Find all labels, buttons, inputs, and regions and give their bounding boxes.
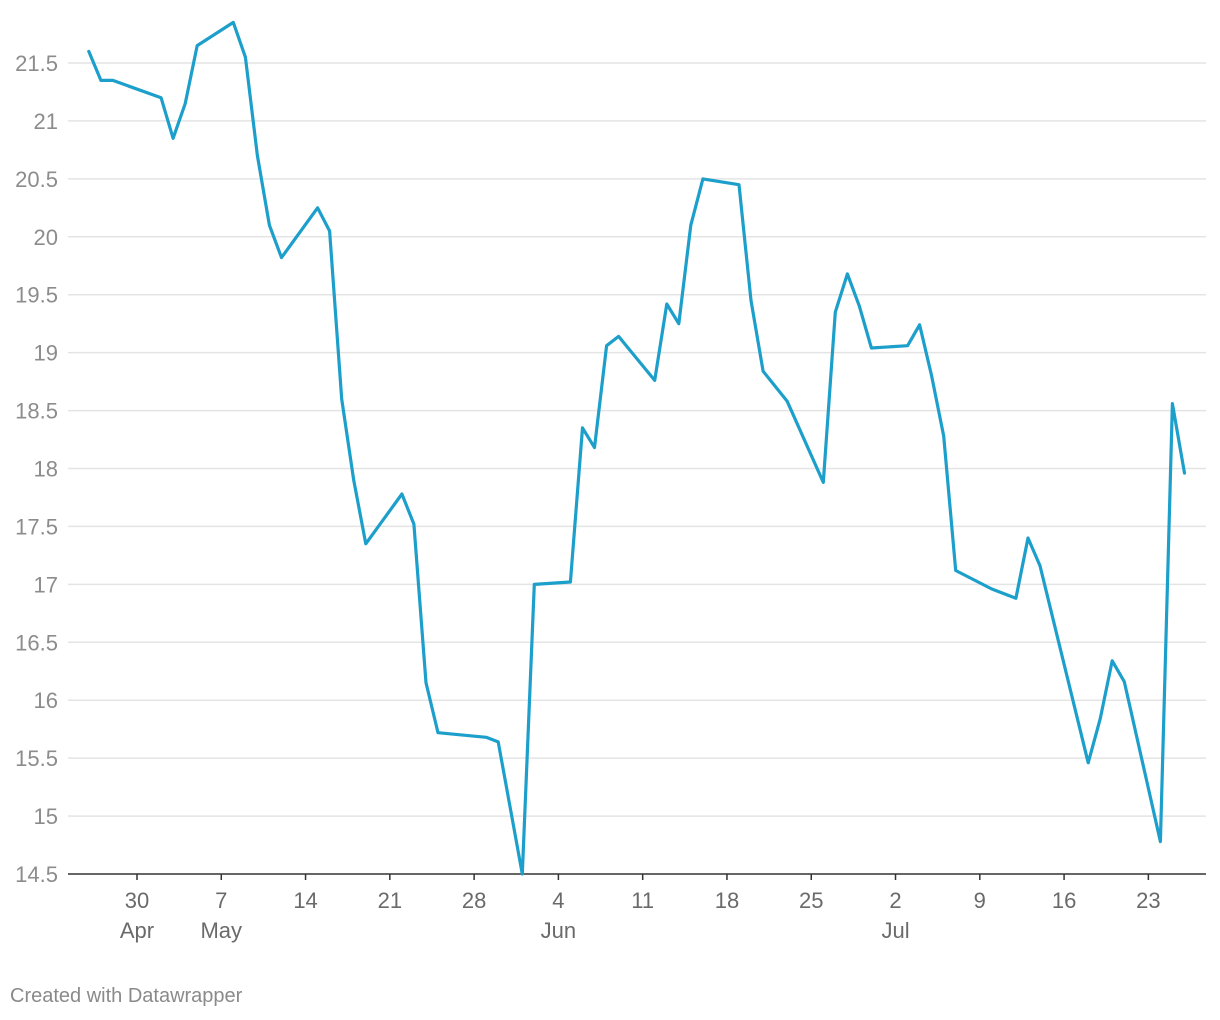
y-tick-label: 18 (34, 457, 58, 482)
y-tick-label: 16.5 (15, 630, 58, 655)
x-tick-label: 28 (462, 888, 486, 913)
x-tick-label: 30 (125, 888, 149, 913)
x-tick-label: 21 (378, 888, 402, 913)
y-tick-label: 21 (34, 109, 58, 134)
y-tick-label: 20 (34, 225, 58, 250)
x-tick-label: 18 (715, 888, 739, 913)
x-month-label: May (200, 918, 242, 943)
x-tick-label: 23 (1136, 888, 1160, 913)
y-tick-label: 18.5 (15, 399, 58, 424)
y-tick-label: 21.5 (15, 51, 58, 76)
x-axis-ticks: 30 Apr 7 May 14 21 28 4 Jun 11 18 25 2 Jul 9 16 23 (120, 874, 1161, 943)
x-tick-label: 2 (889, 888, 901, 913)
y-tick-label: 15 (34, 804, 58, 829)
x-tick-label: 4 (552, 888, 564, 913)
y-axis-ticks: 14.5 15 15.5 16 16.5 17 17.5 18 18.5 19 19.5 20 20.5… (15, 51, 58, 887)
y-tick-label: 19.5 (15, 283, 58, 308)
x-tick-label: 7 (215, 888, 227, 913)
x-tick-label: 11 (631, 888, 654, 913)
gridlines (68, 62, 1206, 875)
x-tick-label: 9 (974, 888, 986, 913)
y-tick-label: 15.5 (15, 746, 58, 771)
y-tick-label: 20.5 (15, 167, 58, 192)
series-layer (87, 20, 1187, 876)
x-month-label: Jun (541, 918, 576, 943)
y-tick-label: 17 (34, 572, 58, 597)
y-tick-label: 17.5 (15, 514, 58, 539)
y-tick-label: 14.5 (15, 862, 58, 887)
y-tick-label: 16 (34, 688, 58, 713)
x-month-label: Jul (881, 918, 909, 943)
chart-credit: Created with Datawrapper (10, 985, 243, 1007)
x-tick-label: 14 (293, 888, 317, 913)
x-tick-label: 25 (799, 888, 823, 913)
x-tick-label: 16 (1052, 888, 1076, 913)
y-tick-label: 19 (34, 341, 58, 366)
series-line (87, 20, 1187, 876)
x-month-label: Apr (120, 918, 154, 943)
line-chart: 14.5 15 15.5 16 16.5 17 17.5 18 18.5 19 19.5 20 20.5… (15, 20, 1206, 943)
